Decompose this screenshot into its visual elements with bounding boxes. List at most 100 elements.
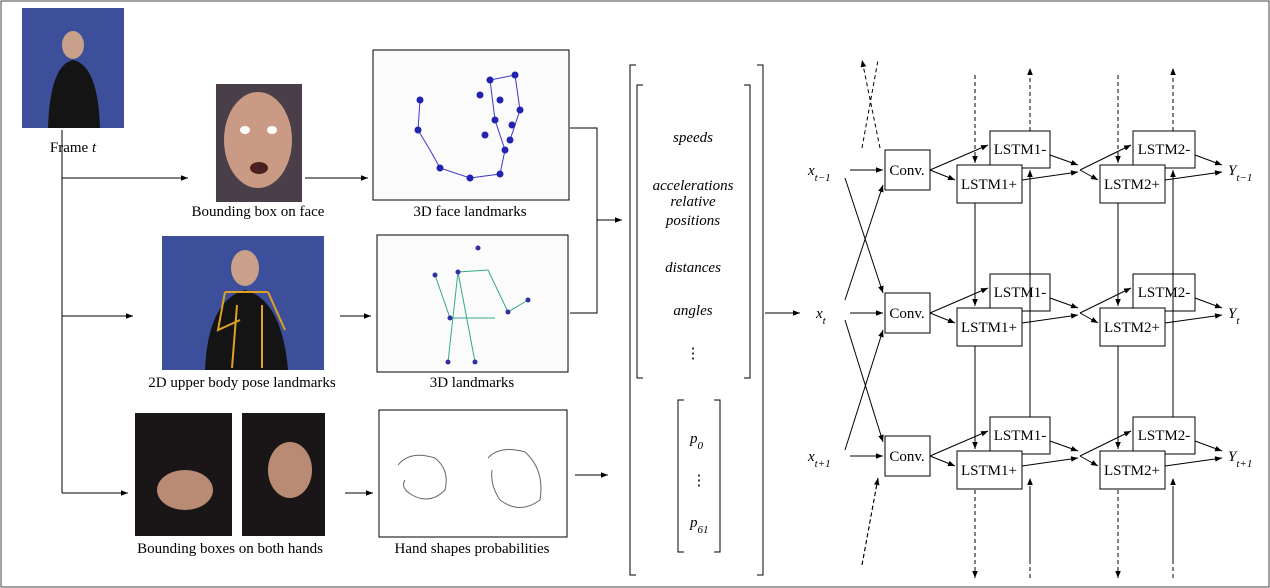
lstm-box (989, 416, 1051, 455)
feature: ⋮ (686, 346, 701, 362)
lstm-box (1132, 273, 1196, 312)
face-landmarks-panel (372, 49, 570, 201)
lstm-label: LSTM1+ (961, 463, 1017, 479)
hand-prob-sub: 0 (698, 440, 704, 452)
conv-label: Conv. (889, 163, 924, 179)
lstm-box (1099, 164, 1166, 204)
arrow (844, 177, 884, 294)
input-label-sub: t (823, 315, 827, 327)
arrow (1079, 287, 1132, 314)
lstm-box (956, 164, 1023, 204)
output-label: Yt+1 (1228, 449, 1252, 470)
conv-label: Conv. (889, 449, 924, 465)
arrow (861, 477, 879, 566)
face-image (216, 84, 302, 202)
lstm-label: LSTM1+ (961, 320, 1017, 336)
lstm-label: LSTM1- (994, 285, 1047, 301)
brackets (629, 64, 764, 576)
lstm-box (989, 273, 1051, 312)
feature: speeds (673, 130, 713, 146)
caption: Bounding box on face (192, 204, 325, 220)
arrow (1164, 456, 1223, 467)
lstm-label: LSTM2- (1138, 285, 1191, 301)
arrow (1021, 456, 1079, 467)
output-label-base: Y (1228, 306, 1238, 322)
conv-box (884, 292, 931, 334)
arrow (1079, 430, 1132, 457)
output-label-base: Y (1228, 449, 1238, 465)
hand-prob-base: p (689, 431, 698, 447)
caption: Hand shapes probabilities (395, 541, 550, 557)
arrow (929, 287, 989, 314)
frame-image (22, 8, 124, 128)
output-label-sub: t−1 (1236, 172, 1252, 184)
input-label-sub: t−1 (815, 172, 831, 184)
arrow (860, 59, 881, 149)
body-image (162, 236, 324, 370)
lstm-box (1099, 307, 1166, 347)
arrow (1194, 154, 1223, 166)
lstm-label: LSTM2+ (1104, 320, 1160, 336)
arrow (1164, 170, 1223, 181)
lstm-box (1132, 416, 1196, 455)
landmarks-3d-panel (376, 234, 569, 373)
caption: Bounding boxes on both hands (137, 541, 323, 557)
output-label: Yt (1228, 306, 1240, 327)
hand-prob: ⋮ (692, 473, 707, 489)
lstm-box (989, 130, 1051, 169)
hand-prob-base: p (689, 515, 698, 531)
feature: distances (665, 260, 721, 276)
input-label: xt−1 (807, 163, 831, 184)
arrow (1049, 154, 1079, 166)
arrow (1194, 440, 1223, 452)
lstm-label: LSTM2- (1138, 428, 1191, 444)
output-label-sub: t+1 (1236, 458, 1252, 470)
arrow (1049, 440, 1079, 452)
caption: 3D face landmarks (413, 204, 526, 220)
feature: accelerations (653, 178, 734, 194)
hand-prob: p61 (689, 515, 709, 536)
arrow (1079, 455, 1099, 467)
input-label: xt (815, 306, 827, 327)
conv-label: Conv. (889, 306, 924, 322)
arrow (1194, 297, 1223, 309)
output-label-sub: t (1236, 315, 1240, 327)
arrow (929, 455, 956, 467)
input-label-base: x (807, 163, 815, 179)
hand-prob-sub: 61 (698, 524, 709, 536)
arrow (844, 319, 884, 443)
output-label: Yt−1 (1228, 163, 1252, 184)
arrow (844, 184, 884, 301)
conv-box (884, 149, 931, 191)
lstm-label: LSTM1+ (961, 177, 1017, 193)
lstm-label: LSTM1- (994, 142, 1047, 158)
hand-shapes-panel (378, 409, 568, 538)
feature: relative (670, 194, 716, 210)
arrow (1049, 297, 1079, 309)
arrow (929, 169, 956, 181)
conv-box (884, 435, 931, 477)
lstm-label: LSTM1- (994, 428, 1047, 444)
arrow (929, 144, 989, 171)
lstm-label: LSTM2+ (1104, 177, 1160, 193)
lstm-label: LSTM2- (1138, 142, 1191, 158)
lstm-box (1099, 450, 1166, 490)
arrow (1021, 170, 1079, 181)
lstm-box (956, 450, 1023, 490)
caption: 3D landmarks (430, 375, 515, 391)
arrow (1021, 313, 1079, 324)
output-label-base: Y (1228, 163, 1238, 179)
hand-images (135, 413, 325, 536)
arrow (929, 430, 989, 457)
feature: angles (673, 303, 712, 319)
arrow (1164, 313, 1223, 324)
arrow (1079, 144, 1132, 171)
input-label: xt+1 (807, 449, 831, 470)
caption: Frame t (50, 140, 97, 156)
lstm-label: LSTM2+ (1104, 463, 1160, 479)
arrow (929, 312, 956, 324)
caption: 2D upper body pose landmarks (148, 375, 336, 391)
arrow (861, 59, 879, 149)
